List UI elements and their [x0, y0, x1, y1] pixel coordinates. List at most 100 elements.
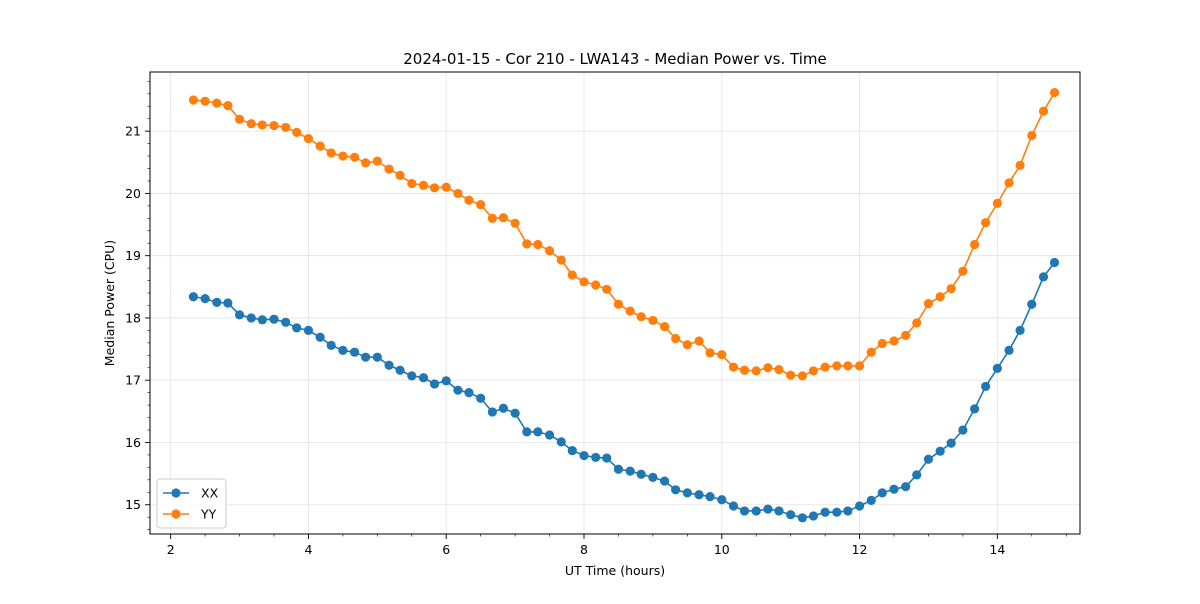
data-point-yy — [567, 270, 577, 280]
data-point-yy — [1027, 130, 1037, 141]
data-point-xx — [281, 317, 291, 327]
data-point-xx — [303, 325, 314, 335]
data-point-yy — [946, 284, 956, 294]
data-point-xx — [981, 381, 991, 392]
data-point-yy — [981, 218, 991, 228]
data-point-xx — [682, 488, 692, 498]
data-point-yy — [487, 213, 497, 223]
data-point-xx — [717, 495, 727, 505]
data-point-xx — [418, 373, 429, 383]
data-point-yy — [889, 336, 899, 346]
y-axis-label: Median Power (CPU) — [102, 240, 117, 366]
data-point-xx — [854, 501, 865, 511]
data-point-xx — [257, 315, 267, 325]
data-point-yy — [464, 195, 474, 205]
data-point-xx — [384, 360, 394, 370]
data-point-xx — [1015, 325, 1025, 335]
y-tick-label: 20 — [125, 186, 141, 201]
data-point-xx — [774, 506, 784, 516]
data-point-yy — [246, 119, 256, 129]
data-point-yy — [636, 312, 646, 322]
data-point-yy — [935, 292, 945, 302]
legend-marker-xx — [171, 488, 181, 498]
data-point-xx — [292, 323, 302, 333]
data-point-yy — [384, 164, 394, 174]
legend-entry-xx: XX — [163, 486, 219, 501]
data-point-yy — [350, 152, 360, 162]
data-point-yy — [1038, 106, 1049, 116]
data-point-yy — [556, 255, 566, 265]
data-point-xx — [602, 453, 612, 463]
data-point-xx — [728, 501, 739, 511]
data-point-yy — [992, 198, 1002, 208]
series-line-xx — [193, 262, 1056, 519]
data-point-xx — [476, 393, 486, 403]
data-point-xx — [1004, 345, 1014, 355]
data-point-yy — [671, 333, 681, 344]
data-point-xx — [970, 404, 980, 414]
grid — [150, 72, 1080, 534]
data-point-xx — [487, 407, 497, 417]
data-point-yy — [418, 180, 429, 190]
data-point-yy — [705, 348, 715, 358]
data-point-xx — [843, 506, 853, 516]
chart-title: 2024-01-15 - Cor 210 - LWA143 - Median P… — [403, 50, 827, 68]
x-tick-label: 10 — [714, 542, 730, 557]
data-point-xx — [786, 510, 796, 520]
data-point-yy — [613, 299, 624, 309]
data-point-xx — [441, 376, 451, 386]
data-point-yy — [281, 122, 291, 133]
data-point-xx — [533, 427, 543, 437]
data-point-yy — [832, 361, 842, 371]
data-point-xx — [889, 484, 899, 494]
data-point-yy — [303, 134, 314, 144]
data-point-xx — [188, 292, 198, 302]
data-point-yy — [912, 318, 922, 328]
data-point-xx — [591, 452, 601, 463]
data-point-xx — [429, 379, 440, 389]
data-point-yy — [453, 188, 463, 199]
data-point-yy — [854, 361, 865, 371]
data-point-yy — [498, 213, 508, 223]
data-point-yy — [1049, 87, 1060, 98]
data-point-xx — [694, 490, 704, 500]
data-point-xx — [671, 485, 681, 495]
data-point-yy — [602, 284, 612, 294]
data-point-xx — [625, 466, 635, 476]
data-point-xx — [522, 427, 532, 437]
series-line-yy — [193, 92, 1056, 377]
data-point-yy — [797, 371, 807, 381]
data-point-xx — [223, 298, 233, 308]
data-point-yy — [361, 158, 371, 168]
data-point-yy — [407, 178, 417, 189]
data-point-yy — [808, 366, 819, 376]
x-tick-label: 4 — [304, 542, 312, 557]
data-point-xx — [315, 332, 325, 342]
data-point-xx — [498, 403, 508, 413]
x-tick-label: 2 — [167, 542, 175, 557]
data-point-yy — [269, 120, 279, 131]
data-point-yy — [212, 98, 222, 108]
data-point-xx — [797, 513, 807, 523]
data-point-xx — [1038, 272, 1049, 282]
data-point-xx — [350, 347, 360, 357]
data-point-xx — [808, 511, 819, 521]
data-point-yy — [188, 95, 198, 105]
data-point-yy — [877, 338, 887, 349]
data-point-yy — [694, 336, 704, 346]
data-point-yy — [591, 280, 601, 290]
x-axis-label: UT Time (hours) — [565, 563, 665, 578]
series-yy — [188, 87, 1060, 381]
data-point-yy — [292, 127, 302, 137]
data-point-yy — [625, 306, 635, 316]
data-point-xx — [648, 472, 658, 482]
data-point-xx — [660, 476, 670, 486]
data-point-xx — [200, 294, 210, 304]
data-point-yy — [372, 156, 382, 166]
data-point-xx — [636, 469, 646, 479]
data-point-xx — [751, 506, 761, 516]
data-point-yy — [223, 101, 233, 111]
data-point-xx — [453, 385, 463, 395]
data-point-xx — [992, 363, 1002, 373]
